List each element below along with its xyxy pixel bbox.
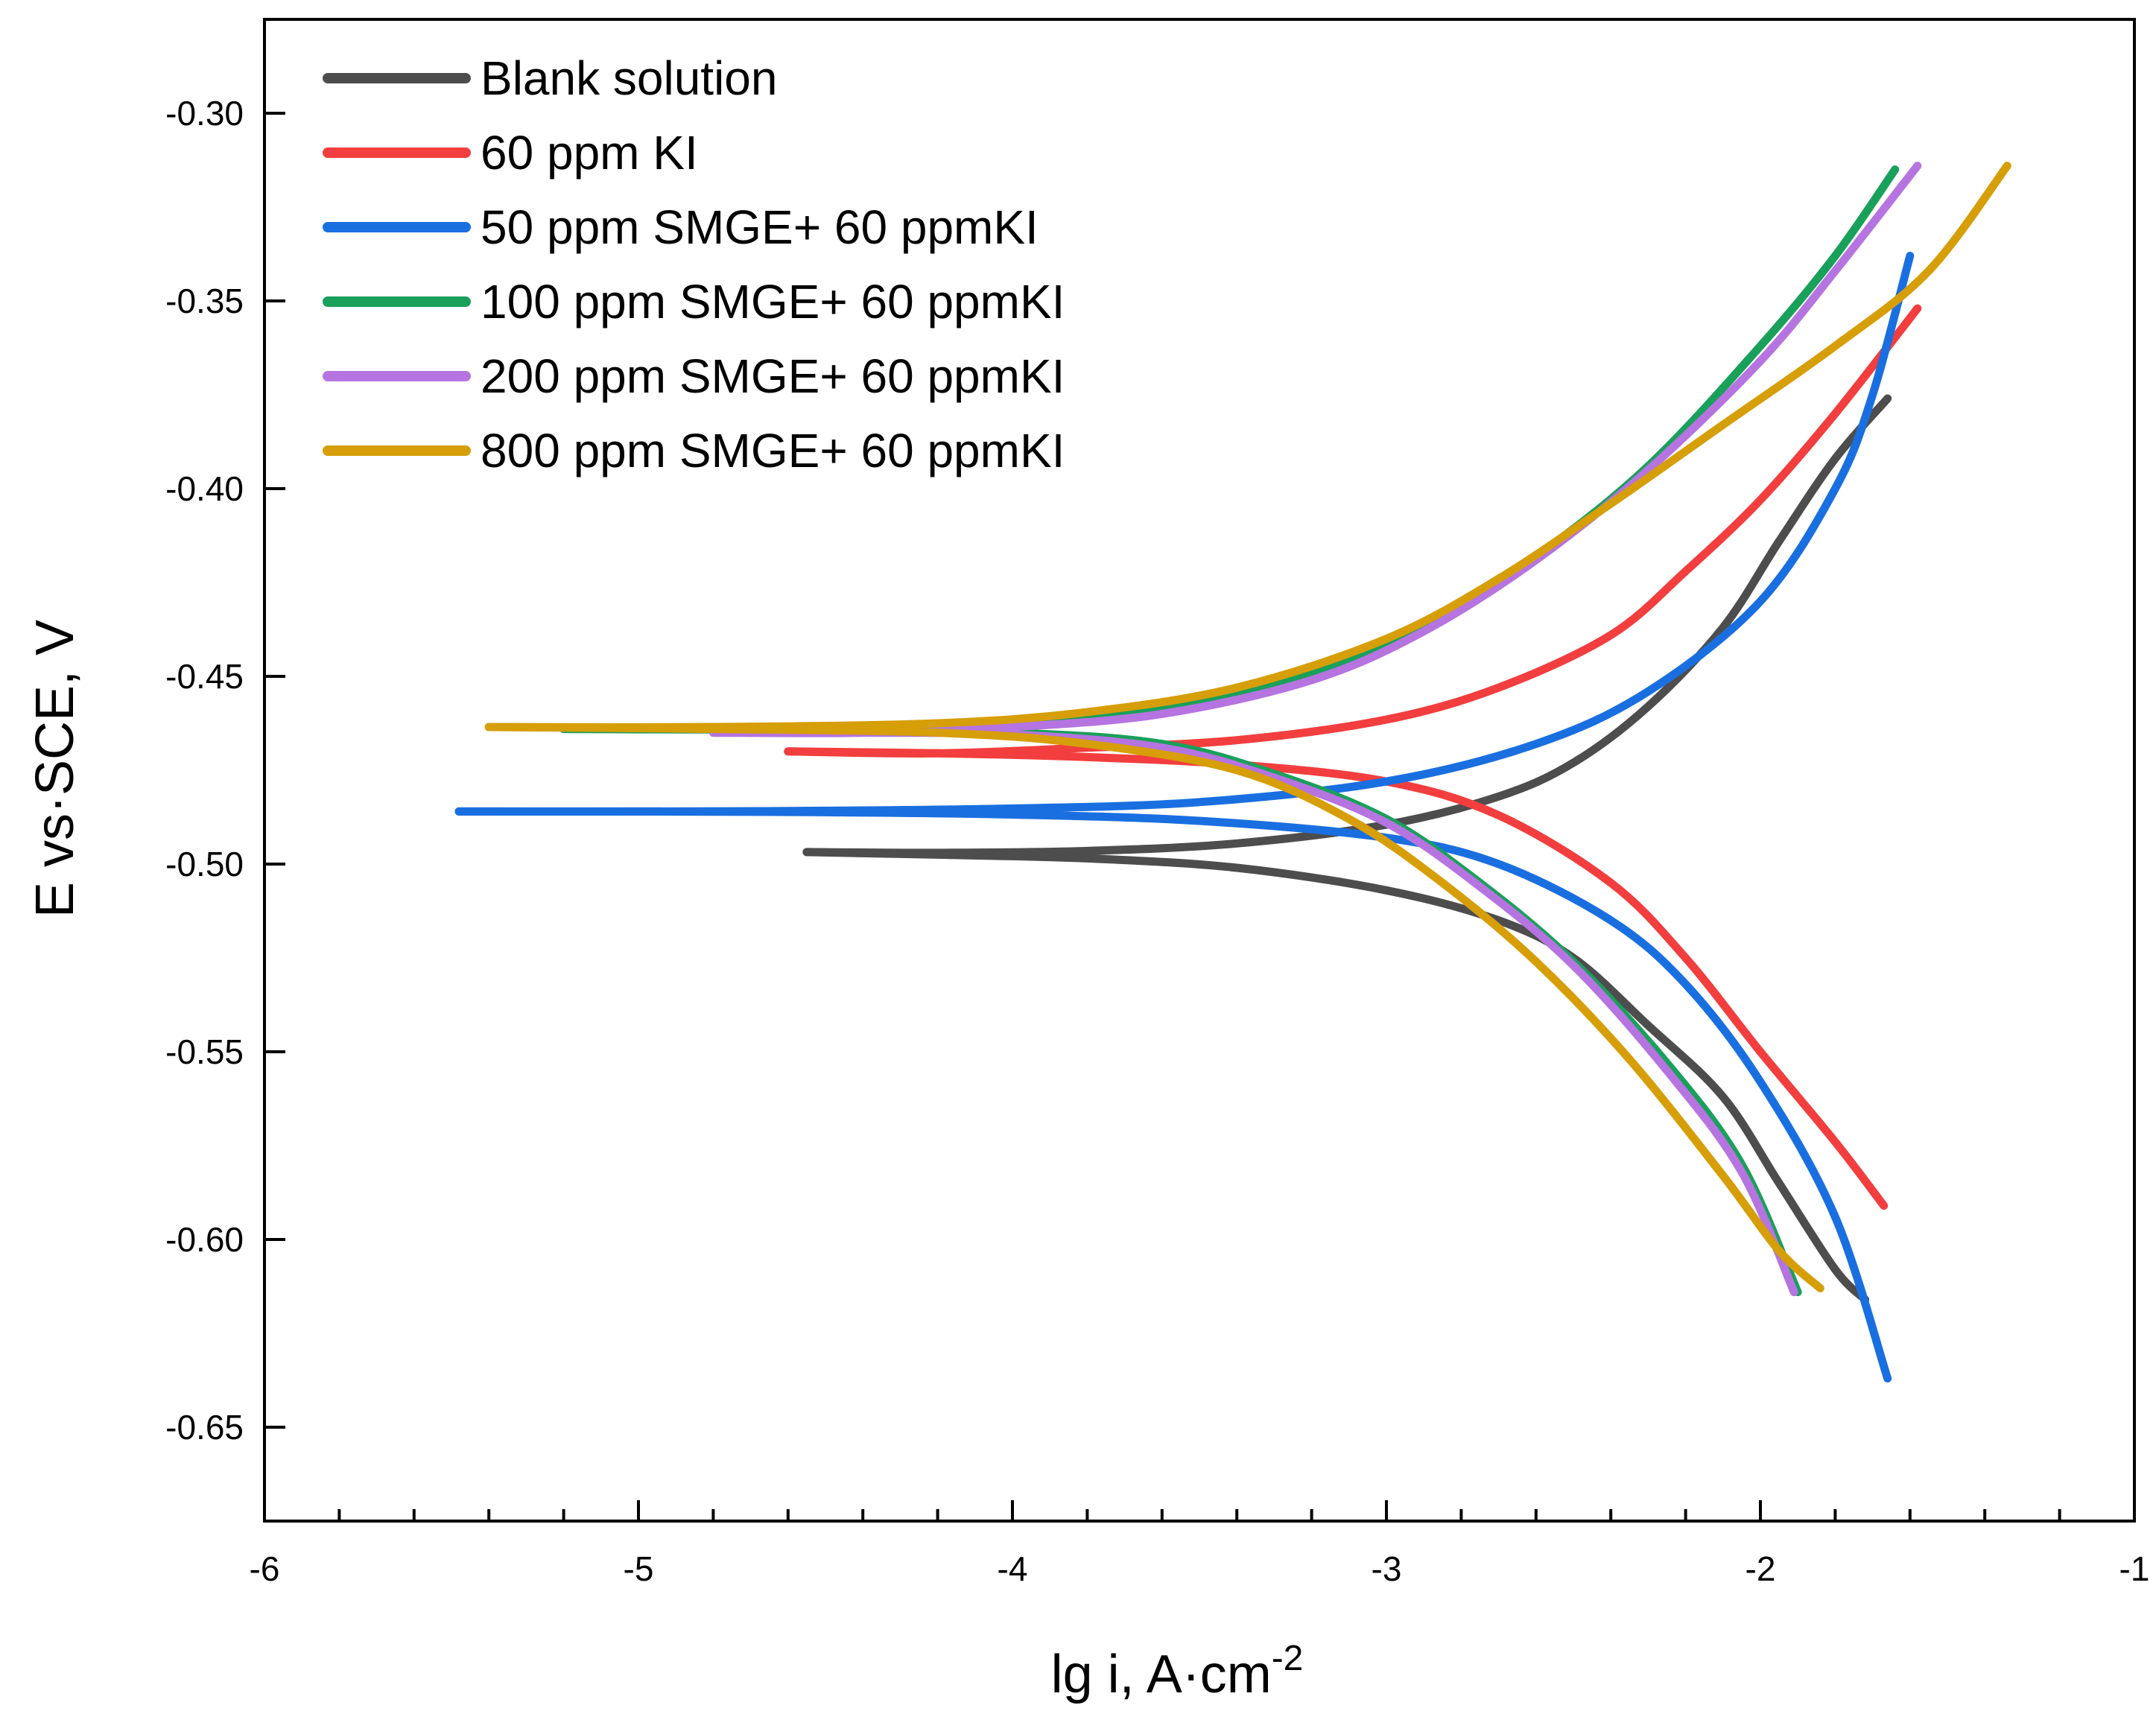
legend-label-2: 60 ppm KI bbox=[481, 126, 698, 180]
y-tick-label: -0.40 bbox=[165, 469, 244, 508]
x-axis-title: lg i, A·cm-2 bbox=[1051, 1639, 1304, 1704]
x-tick-label: -5 bbox=[624, 1549, 654, 1588]
legend: Blank solution 60 ppm KI 50 ppm SMGE+ 60 p… bbox=[323, 51, 1065, 477]
plot-frame bbox=[263, 18, 2136, 1523]
x-tick-label: -2 bbox=[1746, 1549, 1776, 1588]
legend-label-6: 800 ppm SMGE+ 60 ppmKI bbox=[481, 424, 1065, 477]
y-tick-label: -0.30 bbox=[165, 94, 244, 133]
series-2-cathodic-line bbox=[784, 747, 1889, 1210]
y-tick-label: -0.35 bbox=[165, 282, 244, 320]
legend-label-4: 100 ppm SMGE+ 60 ppmKI bbox=[481, 275, 1065, 328]
x-tick-label: -3 bbox=[1372, 1549, 1402, 1588]
y-tick-label: -0.65 bbox=[165, 1408, 244, 1447]
x-tick-label: -4 bbox=[998, 1549, 1028, 1588]
series-6-cathodic-line bbox=[484, 723, 1824, 1292]
x-axis-ticks: -6 -5 -4 -3 -2 -1 bbox=[250, 1500, 2150, 1588]
y-axis-ticks: -0.30 -0.35 -0.40 -0.45 -0.50 -0.55 -0.60 -0.65 bbox=[165, 94, 285, 1447]
y-tick-label: -0.50 bbox=[165, 845, 244, 883]
x-axis-title-text: lg i, A·cm bbox=[1051, 1645, 1272, 1704]
series-2-anodic-line bbox=[784, 304, 1922, 758]
y-tick-label: -0.55 bbox=[165, 1032, 244, 1071]
y-tick-label: -0.45 bbox=[165, 657, 244, 696]
x-tick-label: -6 bbox=[250, 1549, 280, 1588]
series-1-cathodic-line bbox=[802, 848, 1870, 1304]
y-axis-title: E vs·SCE, V bbox=[25, 620, 85, 918]
series-6-anodic-line bbox=[484, 162, 2011, 731]
legend-label-5: 200 ppm SMGE+ 60 ppmKI bbox=[481, 349, 1065, 403]
y-tick-label: -0.60 bbox=[165, 1220, 244, 1259]
series-3-anodic-line bbox=[454, 252, 1915, 816]
x-tick-label: -1 bbox=[2119, 1549, 2150, 1588]
series-1-anodic-line bbox=[802, 394, 1892, 857]
legend-label-1: Blank solution bbox=[481, 51, 777, 105]
curves-layer bbox=[454, 162, 2011, 1383]
x-axis-title-superscript: -2 bbox=[1272, 1639, 1304, 1678]
legend-label-3: 50 ppm SMGE+ 60 ppmKI bbox=[481, 200, 1039, 254]
